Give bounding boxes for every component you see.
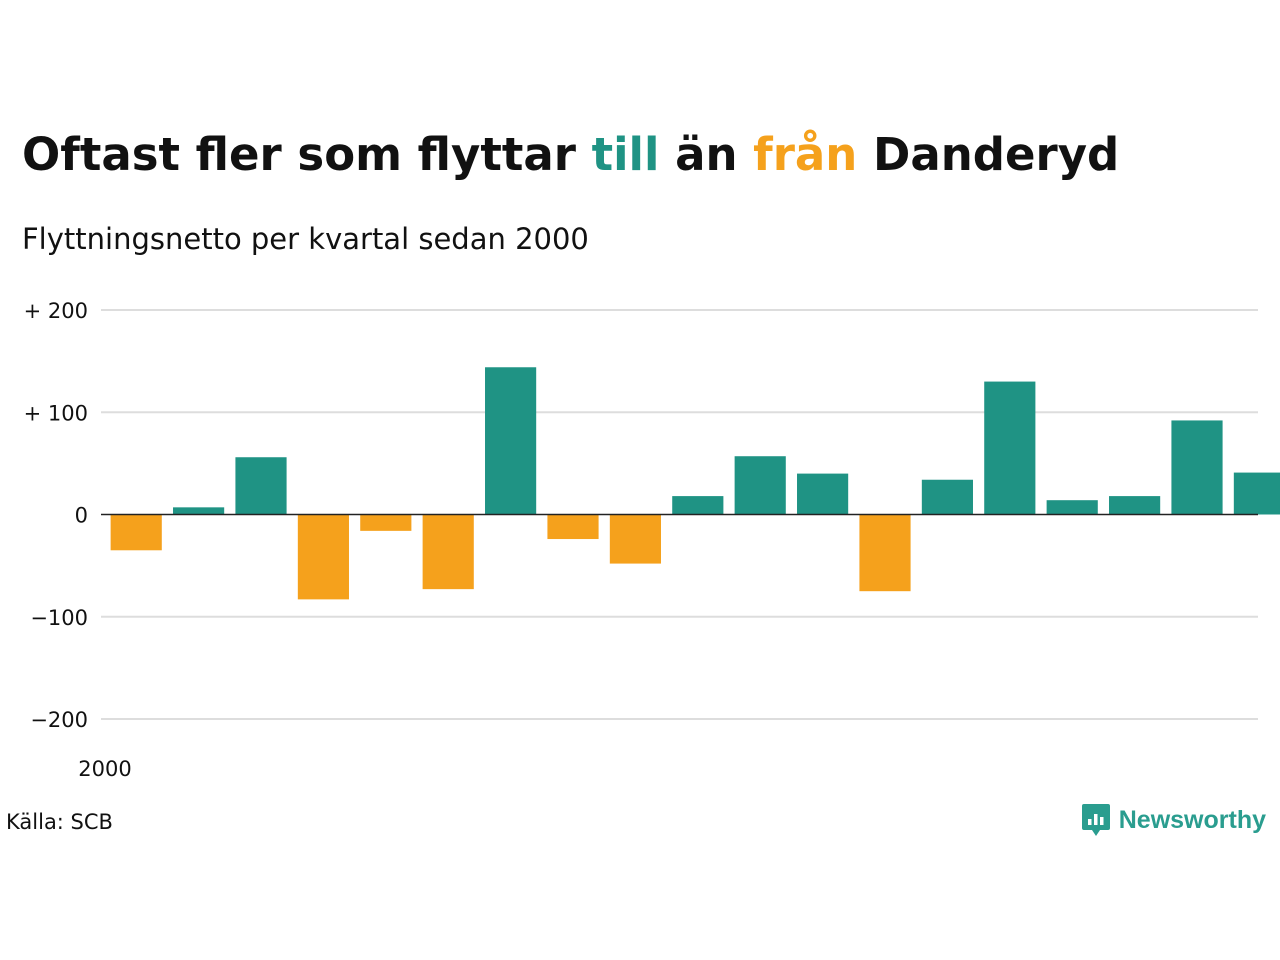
newsworthy-logo: Newsworthy (1081, 802, 1266, 838)
brand-name: Newsworthy (1118, 805, 1266, 834)
newsworthy-logo-icon (1081, 804, 1110, 836)
bar-positive (173, 507, 225, 515)
gridlines (101, 309, 1258, 720)
bar-positive (921, 479, 973, 515)
bar-negative (360, 514, 412, 531)
y-axis-labels: + 200 + 100 0 −100 −200 (24, 299, 88, 732)
bar-negative (859, 514, 911, 592)
x-tick-label: 2000 (78, 757, 131, 781)
bar-positive (1171, 420, 1223, 515)
bar-positive (235, 457, 287, 515)
title-fran: från (753, 128, 858, 181)
title-part-2: än (659, 128, 754, 181)
y-tick-label: + 100 (24, 401, 88, 425)
bar-negative (110, 514, 162, 551)
bar-positive (734, 456, 786, 515)
bar-positive (984, 381, 1036, 515)
bar-positive (485, 367, 537, 515)
bar-positive (1046, 500, 1098, 515)
y-tick-label: −100 (30, 606, 88, 630)
bar-negative (422, 514, 474, 590)
bar-positive (1109, 496, 1161, 515)
title-part-3: Danderyd (857, 128, 1120, 181)
bar-negative (297, 514, 349, 600)
chart-subtitle: Flyttningsnetto per kvartal sedan 2000 (22, 222, 589, 256)
chart-title: Oftast fler som flyttar till än från Dan… (22, 128, 1119, 181)
bar-chart: + 200 + 100 0 −100 −200 20002005201020152020 (24, 299, 1280, 781)
bars (110, 367, 1280, 600)
bar-positive (1233, 472, 1280, 515)
bar-positive (672, 496, 724, 515)
y-tick-label: + 200 (24, 299, 88, 323)
bar-positive (797, 473, 849, 515)
x-axis-labels: 20002005201020152020 (78, 757, 131, 781)
bar-negative (609, 514, 661, 564)
bar-negative (547, 514, 599, 540)
y-tick-label: 0 (75, 504, 88, 528)
source-note: Källa: SCB (6, 810, 113, 834)
y-tick-label: −200 (30, 708, 88, 732)
title-till: till (591, 128, 660, 181)
title-part-1: Oftast fler som flyttar (22, 128, 592, 181)
